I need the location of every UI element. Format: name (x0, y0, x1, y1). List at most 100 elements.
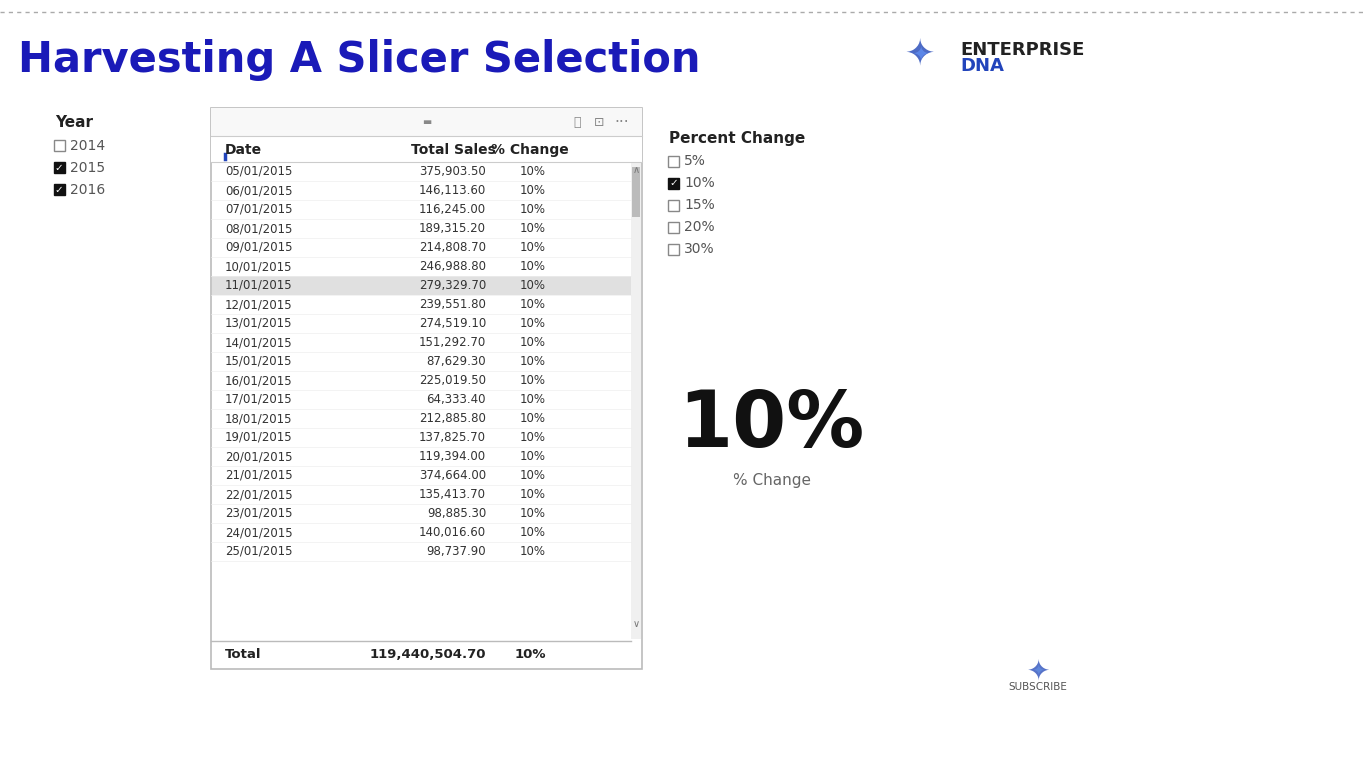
Text: 116,245.00: 116,245.00 (419, 203, 486, 216)
Text: 10%: 10% (520, 165, 546, 178)
Text: 137,825.70: 137,825.70 (419, 431, 486, 444)
FancyBboxPatch shape (668, 200, 679, 210)
Text: 10%: 10% (520, 184, 546, 197)
Text: 10%: 10% (520, 279, 546, 292)
Text: 06/01/2015: 06/01/2015 (225, 184, 292, 197)
Text: 64,333.40: 64,333.40 (426, 393, 486, 406)
Text: 10%: 10% (520, 488, 546, 501)
Text: 119,440,504.70: 119,440,504.70 (369, 648, 486, 661)
FancyBboxPatch shape (668, 156, 679, 167)
Text: 10%: 10% (520, 526, 546, 539)
Text: 212,885.80: 212,885.80 (419, 412, 486, 425)
Text: 119,394.00: 119,394.00 (419, 450, 486, 463)
Text: 10%: 10% (520, 374, 546, 387)
FancyBboxPatch shape (668, 243, 679, 255)
Text: 09/01/2015: 09/01/2015 (225, 241, 292, 254)
Text: 18/01/2015: 18/01/2015 (225, 412, 292, 425)
Text: 135,413.70: 135,413.70 (419, 488, 486, 501)
Text: 10%: 10% (520, 317, 546, 330)
Text: Total: Total (225, 648, 261, 661)
Text: 146,113.60: 146,113.60 (419, 184, 486, 197)
FancyBboxPatch shape (668, 177, 679, 189)
Text: 5%: 5% (684, 154, 706, 168)
Text: 98,737.90: 98,737.90 (426, 545, 486, 558)
Text: 24/01/2015: 24/01/2015 (225, 526, 292, 539)
Text: 10%: 10% (520, 298, 546, 311)
FancyBboxPatch shape (210, 108, 642, 136)
FancyBboxPatch shape (210, 108, 642, 669)
Text: 10%: 10% (520, 222, 546, 235)
Text: 10%: 10% (520, 412, 546, 425)
Text: 14/01/2015: 14/01/2015 (225, 336, 292, 349)
Text: 22/01/2015: 22/01/2015 (225, 488, 292, 501)
Text: 21/01/2015: 21/01/2015 (225, 469, 292, 482)
Text: 2016: 2016 (70, 183, 105, 197)
Text: ✦: ✦ (1033, 664, 1044, 678)
Text: 151,292.70: 151,292.70 (419, 336, 486, 349)
Text: 10%: 10% (520, 260, 546, 273)
Text: ∧: ∧ (632, 165, 639, 175)
Text: 10%: 10% (520, 469, 546, 482)
Text: 246,988.80: 246,988.80 (419, 260, 486, 273)
Text: 10%: 10% (520, 545, 546, 558)
Text: 20%: 20% (684, 220, 714, 234)
Text: ✓: ✓ (55, 185, 63, 195)
Text: ✦: ✦ (1026, 657, 1050, 685)
Text: 140,016.60: 140,016.60 (419, 526, 486, 539)
Text: ✦: ✦ (904, 37, 936, 71)
Text: % Change: % Change (732, 473, 811, 488)
Text: 279,329.70: 279,329.70 (419, 279, 486, 292)
Text: 87,629.30: 87,629.30 (426, 355, 486, 368)
FancyBboxPatch shape (53, 184, 64, 195)
Text: 15%: 15% (684, 198, 714, 212)
Text: ···: ··· (615, 114, 630, 130)
Text: 10%: 10% (520, 355, 546, 368)
Text: 15/01/2015: 15/01/2015 (225, 355, 292, 368)
FancyBboxPatch shape (668, 222, 679, 233)
FancyBboxPatch shape (53, 141, 64, 151)
Text: 08/01/2015: 08/01/2015 (225, 222, 292, 235)
Text: 10%: 10% (515, 648, 546, 661)
Text: 17/01/2015: 17/01/2015 (225, 393, 292, 406)
Text: Year: Year (55, 115, 93, 131)
FancyBboxPatch shape (53, 162, 64, 174)
FancyBboxPatch shape (632, 167, 641, 217)
Text: 225,019.50: 225,019.50 (419, 374, 486, 387)
Text: 2015: 2015 (70, 161, 105, 175)
Text: 12/01/2015: 12/01/2015 (225, 298, 292, 311)
Text: 10%: 10% (679, 387, 865, 463)
Text: SUBSCRIBE: SUBSCRIBE (1008, 682, 1068, 692)
Text: % Change: % Change (490, 143, 568, 157)
Text: 10%: 10% (520, 450, 546, 463)
Text: 10%: 10% (520, 203, 546, 216)
Text: 214,808.70: 214,808.70 (419, 241, 486, 254)
Text: ⛉: ⛉ (574, 115, 581, 128)
Text: 13/01/2015: 13/01/2015 (225, 317, 292, 330)
Text: ✦: ✦ (912, 45, 928, 64)
Text: 10%: 10% (520, 507, 546, 520)
FancyBboxPatch shape (210, 136, 642, 162)
Text: 20/01/2015: 20/01/2015 (225, 450, 292, 463)
Text: 16/01/2015: 16/01/2015 (225, 374, 292, 387)
Text: Percent Change: Percent Change (669, 131, 806, 146)
Text: 11/01/2015: 11/01/2015 (225, 279, 292, 292)
Text: Harvesting A Slicer Selection: Harvesting A Slicer Selection (18, 39, 701, 81)
Text: 07/01/2015: 07/01/2015 (225, 203, 292, 216)
Text: DNA: DNA (960, 57, 1004, 75)
Text: 19/01/2015: 19/01/2015 (225, 431, 292, 444)
Text: 239,551.80: 239,551.80 (419, 298, 486, 311)
Text: 375,903.50: 375,903.50 (419, 165, 486, 178)
Text: 25/01/2015: 25/01/2015 (225, 545, 292, 558)
Text: 2014: 2014 (70, 139, 105, 153)
Text: Date: Date (225, 143, 262, 157)
Text: 189,315.20: 189,315.20 (419, 222, 486, 235)
Text: 274,519.10: 274,519.10 (419, 317, 486, 330)
FancyBboxPatch shape (631, 162, 641, 639)
Text: 10%: 10% (520, 393, 546, 406)
Text: 23/01/2015: 23/01/2015 (225, 507, 292, 520)
Text: ✓: ✓ (55, 163, 63, 173)
Text: 10%: 10% (684, 176, 714, 190)
Text: ⊡: ⊡ (594, 115, 604, 128)
FancyBboxPatch shape (212, 276, 631, 295)
Text: 98,885.30: 98,885.30 (426, 507, 486, 520)
